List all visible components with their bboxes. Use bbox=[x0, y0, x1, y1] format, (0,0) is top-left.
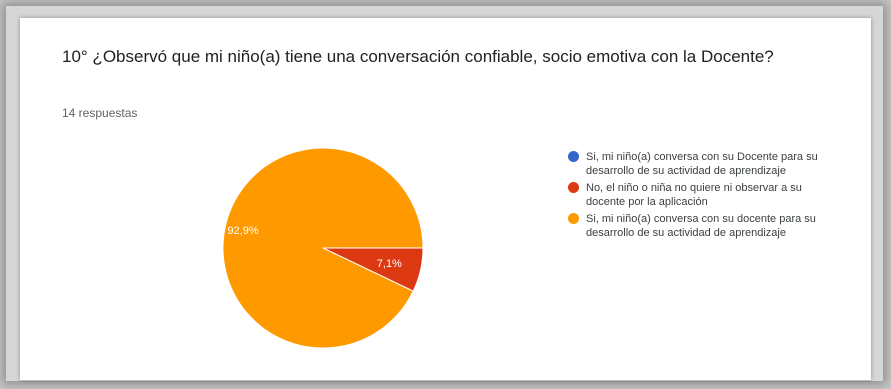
legend-swatch bbox=[568, 182, 579, 193]
pie-slice-label-2: 92,9% bbox=[227, 225, 258, 237]
legend-label: No, el niño o niña no quiere ni observar… bbox=[586, 182, 802, 208]
legend-swatch bbox=[568, 213, 579, 224]
legend-item-1: No, el niño o niña no quiere ni observar… bbox=[568, 181, 838, 209]
chart-legend: Si, mi niño(a) conversa con su Docente p… bbox=[568, 150, 838, 243]
legend-label: Si, mi niño(a) conversa con su docente p… bbox=[586, 213, 816, 239]
question-card: 10° ¿Observó que mi niño(a) tiene una co… bbox=[20, 18, 871, 380]
response-count: 14 respuestas bbox=[62, 106, 138, 120]
legend-swatch bbox=[568, 151, 579, 162]
legend-label: Si, mi niño(a) conversa con su Docente p… bbox=[586, 151, 818, 177]
pie-chart: 7,1% 92,9% bbox=[222, 147, 424, 349]
question-title: 10° ¿Observó que mi niño(a) tiene una co… bbox=[62, 47, 774, 66]
legend-item-2: Si, mi niño(a) conversa con su docente p… bbox=[568, 212, 838, 240]
pie-slice-2 bbox=[222, 147, 424, 349]
pie-slice-label-1: 7,1% bbox=[377, 258, 402, 270]
legend-item-0: Si, mi niño(a) conversa con su Docente p… bbox=[568, 150, 838, 178]
